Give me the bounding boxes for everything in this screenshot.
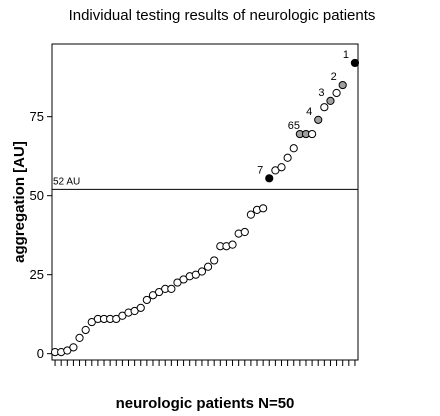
x-axis-label: neurologic patients N=50 [116, 395, 295, 412]
reference-line-group: 52 AU [52, 176, 358, 190]
y-tick-label: 75 [30, 109, 44, 124]
data-point [283, 153, 292, 162]
data-point [265, 174, 274, 183]
data-point [142, 295, 151, 305]
data-point [277, 163, 286, 172]
data-point [75, 333, 84, 342]
data-point [326, 96, 335, 105]
data-points [50, 58, 360, 357]
data-point [81, 325, 90, 335]
data-point [320, 103, 329, 112]
y-tick-label: 0 [37, 346, 44, 361]
y-tick-label: 25 [30, 267, 44, 282]
data-point-label: 5 [294, 120, 300, 132]
data-point-label: 4 [306, 106, 312, 118]
data-point [332, 88, 341, 98]
data-point [240, 227, 249, 237]
data-point [259, 204, 268, 213]
data-point-label: 3 [318, 87, 324, 99]
data-point [136, 303, 145, 312]
data-point [203, 262, 213, 271]
data-point [210, 256, 219, 265]
data-point [308, 129, 317, 139]
data-point [197, 267, 207, 276]
data-point-label: 2 [331, 71, 337, 83]
data-point [289, 144, 298, 153]
chart-title: Individual testing results of neurologic… [69, 7, 376, 24]
y-axis-label: aggregation [AU] [11, 141, 28, 263]
data-point-label: 6 [288, 120, 294, 132]
data-point [314, 115, 323, 124]
data-point-label: 1 [343, 49, 349, 61]
data-point [350, 58, 360, 68]
data-point [228, 240, 237, 249]
data-point [69, 343, 78, 352]
plot-frame [51, 43, 359, 361]
data-point-label: 7 [257, 164, 263, 176]
data-point [167, 284, 176, 293]
y-tick-label: 50 [30, 188, 44, 203]
y-axis: 0 25 50 75 [30, 109, 52, 361]
data-point [246, 210, 255, 219]
x-axis [54, 360, 356, 366]
data-point [338, 80, 347, 90]
reference-line-label: 52 AU [53, 176, 80, 187]
